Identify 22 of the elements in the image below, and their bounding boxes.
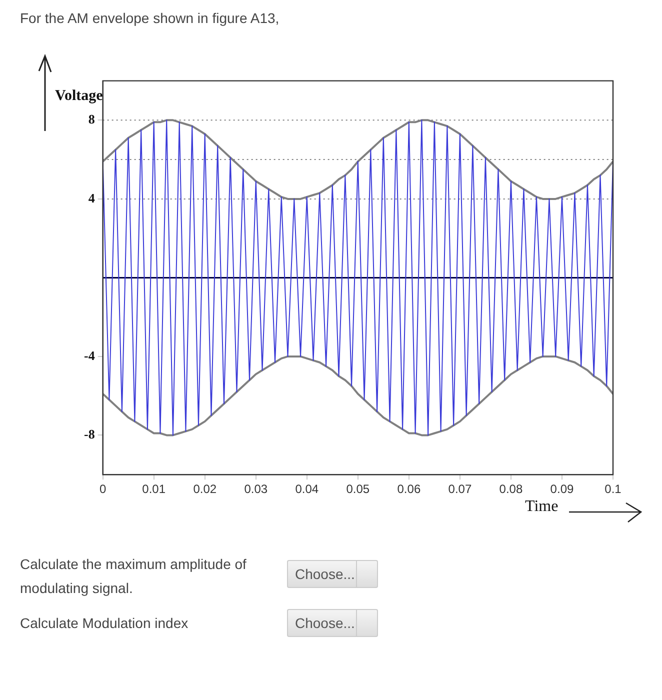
y-tick-label: -4 xyxy=(84,348,96,363)
x-tick-label: 0.05 xyxy=(346,482,370,496)
x-tick-label: 0 xyxy=(99,482,106,496)
x-tick-label: 0.02 xyxy=(193,482,217,496)
y-tick-label: 8 xyxy=(88,112,96,127)
text: Choose... xyxy=(295,615,355,631)
x-tick-label: 0.03 xyxy=(244,482,268,496)
x-tick-label: 0.04 xyxy=(295,482,319,496)
y-axis-title: Voltage xyxy=(55,88,103,105)
x-tick-label: 0.01 xyxy=(142,482,166,496)
text: Calculate Modulation index xyxy=(20,615,188,631)
x-tick-label: 0.09 xyxy=(550,482,574,496)
x-tick-label: 0.06 xyxy=(397,482,421,496)
text: For the AM envelope shown in figure A13, xyxy=(20,10,280,26)
text: Choose... xyxy=(295,566,355,582)
x-tick-label: 0.1 xyxy=(604,482,622,496)
y-tick-label: 4 xyxy=(88,190,96,206)
text: Calculate the maximum amplitude of modulating signal. xyxy=(20,555,248,598)
y-tick-label: -8 xyxy=(84,426,96,442)
x-axis-title: Time xyxy=(525,498,558,516)
x-tick-label: 0.07 xyxy=(448,482,472,496)
x-tick-label: 0.08 xyxy=(499,482,523,496)
